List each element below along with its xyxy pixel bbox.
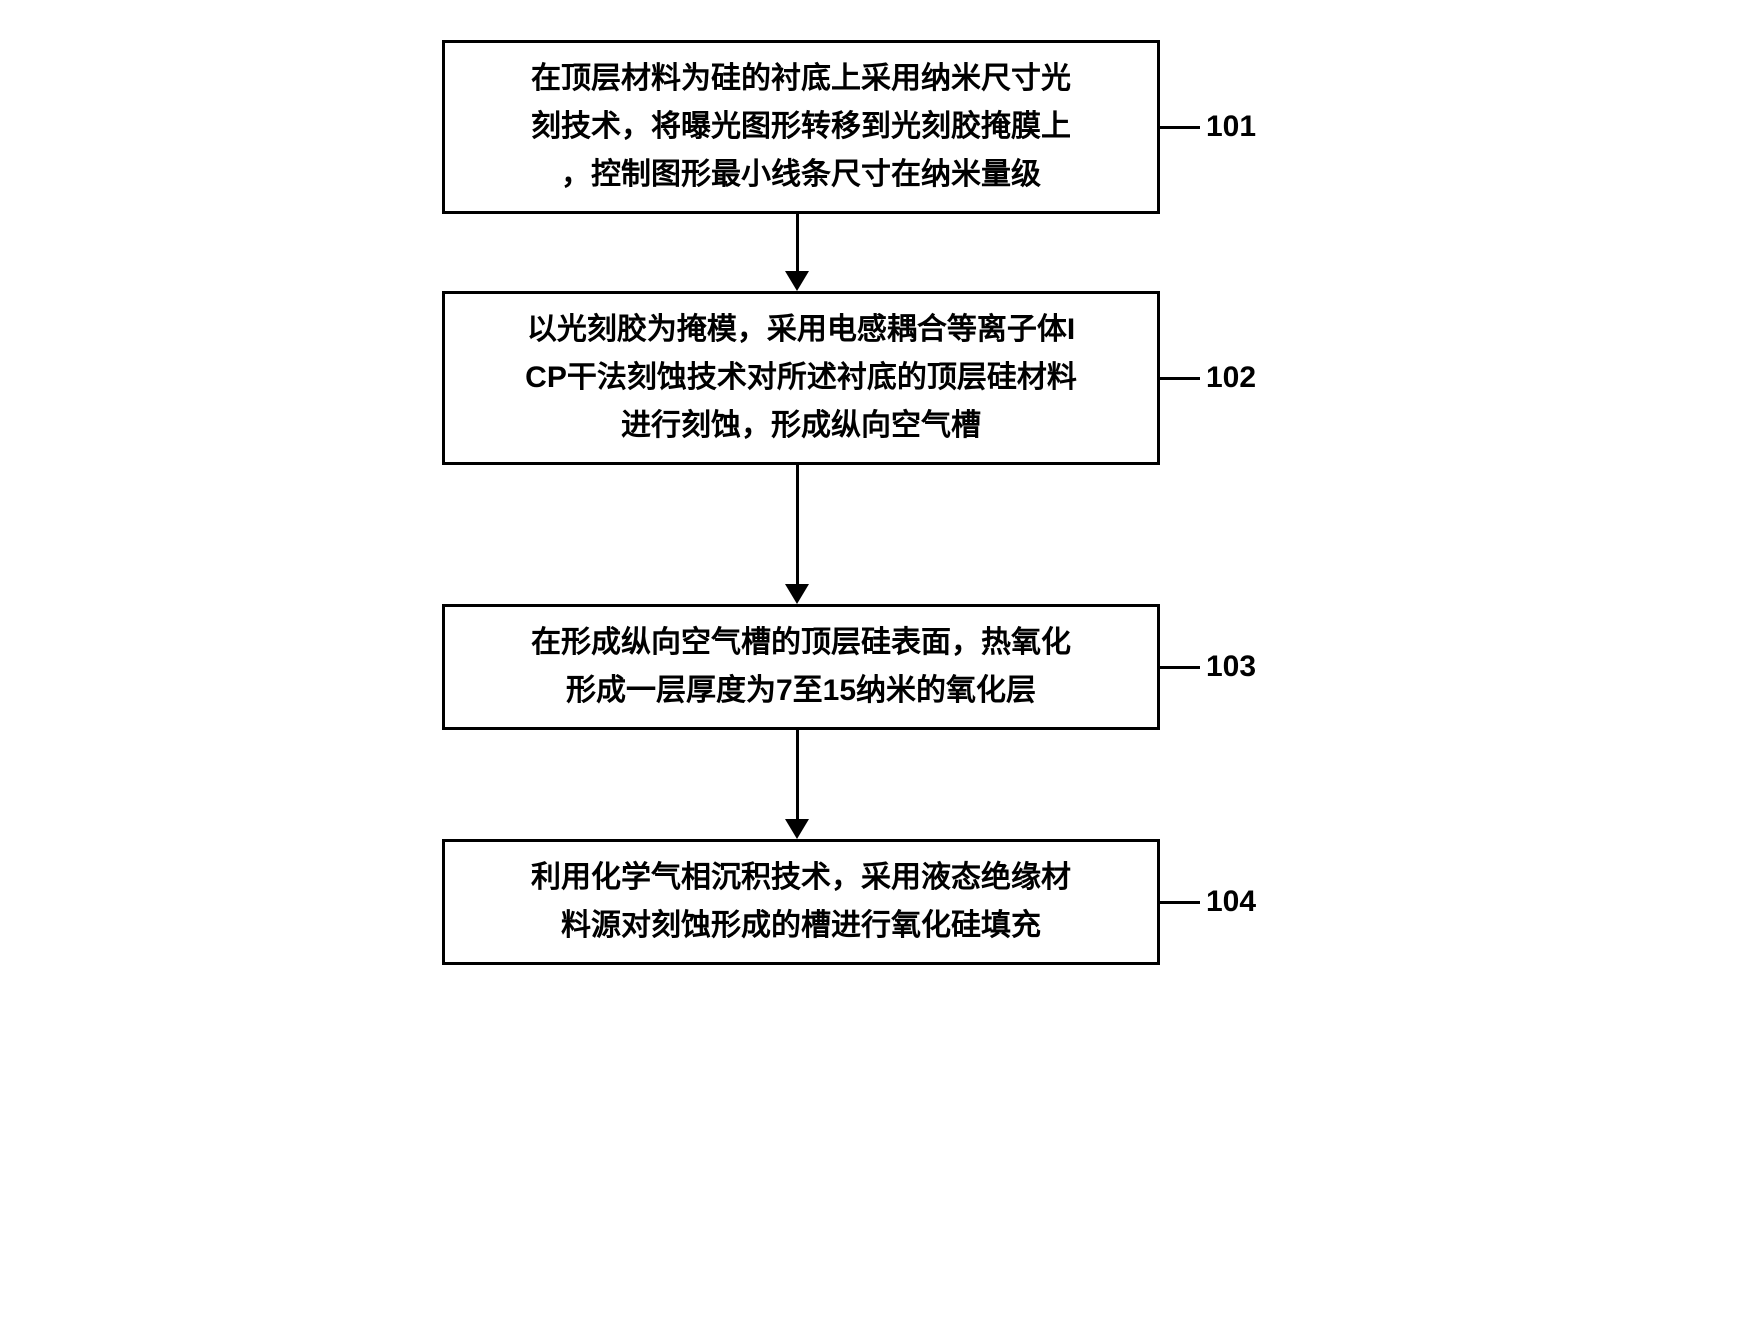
node-line: 刻技术，将曝光图形转移到光刻胶掩膜上 <box>531 110 1071 143</box>
flow-row: 利用化学气相沉积技术，采用液态绝缘材 料源对刻蚀形成的槽进行氧化硅填充 104 <box>442 839 1322 965</box>
flow-arrow <box>785 214 809 291</box>
arrow-shaft <box>796 465 799 585</box>
label-hline <box>1160 126 1200 129</box>
node-line: 利用化学气相沉积技术，采用液态绝缘材 <box>531 861 1071 894</box>
flow-node-103: 在形成纵向空气槽的顶层硅表面，热氧化 形成一层厚度为7至15纳米的氧化层 <box>442 604 1160 730</box>
node-line: 以光刻胶为掩模，采用电感耦合等离子体I <box>527 313 1075 346</box>
node-line: 形成一层厚度为7至15纳米的氧化层 <box>566 674 1036 707</box>
node-label-104: 104 <box>1200 885 1256 919</box>
label-connector: 102 <box>1160 361 1322 395</box>
node-line: 料源对刻蚀形成的槽进行氧化硅填充 <box>561 909 1041 942</box>
label-connector: 103 <box>1160 650 1322 684</box>
flow-node-104: 利用化学气相沉积技术，采用液态绝缘材 料源对刻蚀形成的槽进行氧化硅填充 <box>442 839 1160 965</box>
node-label-103: 103 <box>1200 650 1256 684</box>
arrow-head-icon <box>785 584 809 604</box>
node-label-101: 101 <box>1200 110 1256 144</box>
label-hline <box>1160 901 1200 904</box>
flowchart-container: 在顶层材料为硅的衬底上采用纳米尺寸光 刻技术，将曝光图形转移到光刻胶掩膜上 ，控… <box>442 40 1322 965</box>
arrow-head-icon <box>785 819 809 839</box>
flow-arrow <box>785 730 809 839</box>
node-label-102: 102 <box>1200 361 1256 395</box>
label-connector: 104 <box>1160 885 1322 919</box>
flow-node-102: 以光刻胶为掩模，采用电感耦合等离子体I CP干法刻蚀技术对所述衬底的顶层硅材料 … <box>442 291 1160 465</box>
flow-node-101: 在顶层材料为硅的衬底上采用纳米尺寸光 刻技术，将曝光图形转移到光刻胶掩膜上 ，控… <box>442 40 1160 214</box>
arrow-shaft <box>796 214 799 272</box>
arrow-shaft <box>796 730 799 820</box>
flow-row: 在顶层材料为硅的衬底上采用纳米尺寸光 刻技术，将曝光图形转移到光刻胶掩膜上 ，控… <box>442 40 1322 214</box>
arrow-head-icon <box>785 271 809 291</box>
node-line: ，控制图形最小线条尺寸在纳米量级 <box>561 158 1041 191</box>
flow-row: 在形成纵向空气槽的顶层硅表面，热氧化 形成一层厚度为7至15纳米的氧化层 103 <box>442 604 1322 730</box>
node-line: CP干法刻蚀技术对所述衬底的顶层硅材料 <box>525 361 1077 394</box>
node-line: 在形成纵向空气槽的顶层硅表面，热氧化 <box>531 626 1071 659</box>
label-hline <box>1160 666 1200 669</box>
node-line: 在顶层材料为硅的衬底上采用纳米尺寸光 <box>531 62 1071 95</box>
label-hline <box>1160 377 1200 380</box>
node-line: 进行刻蚀，形成纵向空气槽 <box>621 409 981 442</box>
flow-row: 以光刻胶为掩模，采用电感耦合等离子体I CP干法刻蚀技术对所述衬底的顶层硅材料 … <box>442 291 1322 465</box>
label-connector: 101 <box>1160 110 1322 144</box>
flow-arrow <box>785 465 809 604</box>
